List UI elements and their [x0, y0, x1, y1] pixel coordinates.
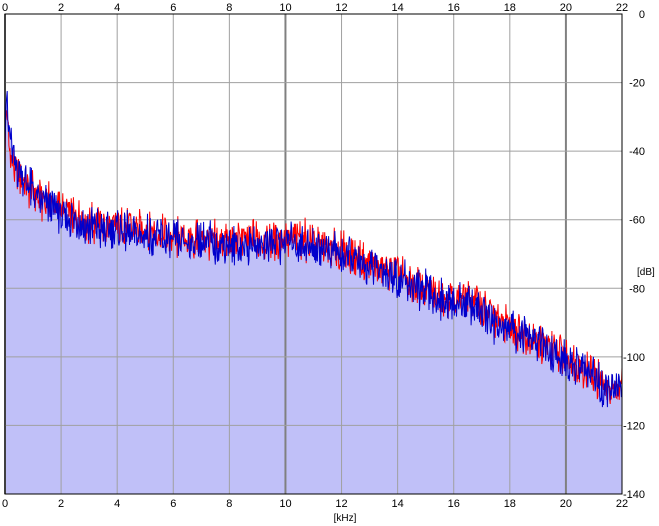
- y-axis-label: [dB]: [637, 267, 655, 278]
- x-axis-label: [kHz]: [334, 513, 357, 524]
- x-tick-label-top: 0: [2, 2, 8, 14]
- spectrum-fill-layer: [5, 91, 622, 494]
- y-tick-label: -20: [629, 78, 645, 90]
- series-layer: [4, 90, 623, 408]
- y-tick-label: -140: [623, 489, 645, 501]
- y-tick-label: -80: [629, 283, 645, 295]
- x-tick-label-top: 20: [560, 2, 572, 14]
- x-tick-label-top: 22: [616, 2, 628, 14]
- x-tick-label-bottom: 18: [504, 498, 516, 510]
- y-tick-label: -100: [623, 352, 645, 364]
- y-tick-label: -40: [629, 146, 645, 158]
- series-line-blue: [4, 90, 623, 408]
- x-tick-label-bottom: 8: [226, 498, 232, 510]
- x-tick-label-bottom: 20: [560, 498, 572, 510]
- y-tick-label: -60: [629, 215, 645, 227]
- x-tick-label-top: 2: [58, 2, 64, 14]
- plot-frame: [4, 13, 623, 495]
- grid-layer: [4, 13, 623, 495]
- x-tick-label-bottom: 0: [2, 498, 8, 510]
- x-tick-label-top: 4: [114, 2, 120, 14]
- x-tick-label-top: 14: [392, 2, 404, 14]
- x-tick-label-bottom: 12: [335, 498, 347, 510]
- x-tick-label-bottom: 6: [170, 498, 176, 510]
- x-tick-labels-bottom: 0 2 4 6 8 10 12 14 16 18 20 22: [2, 498, 628, 510]
- x-tick-label-bottom: 10: [279, 498, 291, 510]
- x-tick-label-bottom: 16: [448, 498, 460, 510]
- x-tick-label-bottom: 22: [616, 498, 628, 510]
- x-tick-labels-top: 0 2 4 6 8 10 12 14 16 18 20 22: [2, 2, 628, 14]
- x-tick-label-bottom: 4: [114, 498, 120, 510]
- x-tick-label-bottom: 14: [392, 498, 404, 510]
- x-tick-label-top: 6: [170, 2, 176, 14]
- spectrum-fill-area: [5, 91, 622, 494]
- x-tick-label-top: 10: [279, 2, 291, 14]
- x-tick-label-top: 18: [504, 2, 516, 14]
- x-tick-label-top: 8: [226, 2, 232, 14]
- y-tick-label: 0: [639, 9, 645, 21]
- x-tick-label-top: 16: [448, 2, 460, 14]
- y-tick-labels: 0 -20 -40 -60 -80 -100 -120 -140: [623, 9, 645, 501]
- x-tick-label-top: 12: [335, 2, 347, 14]
- y-tick-label: -120: [623, 420, 645, 432]
- x-tick-label-bottom: 2: [58, 498, 64, 510]
